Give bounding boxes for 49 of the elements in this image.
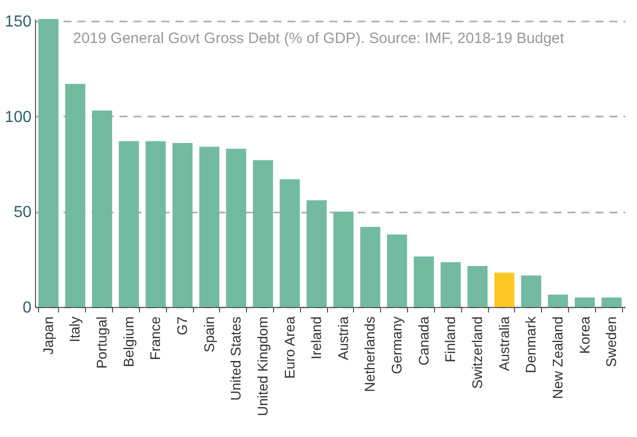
bar — [92, 110, 112, 307]
bar — [252, 160, 274, 307]
x-tick-label: Italy — [66, 316, 83, 342]
bar — [360, 226, 380, 307]
x-tick-label: Euro Area — [281, 316, 298, 379]
x-tick-label: Portugal — [94, 316, 110, 369]
x-tick-label: Canada — [415, 316, 432, 366]
y-tick-label: 0 — [22, 300, 32, 316]
y-tick-label: 100 — [4, 108, 32, 126]
x-tick-label: Korea — [576, 316, 592, 354]
x-tick-label: United States — [228, 316, 244, 401]
x-tick-label: Sweden — [603, 316, 620, 368]
y-tick-label: 50 — [14, 204, 32, 222]
bar — [548, 294, 568, 307]
bar — [521, 276, 542, 307]
x-tick-label: France — [147, 316, 164, 360]
bar — [199, 146, 220, 307]
x-tick-label: Denmark — [522, 316, 539, 374]
bar — [306, 200, 327, 307]
x-tick-label: Finland — [442, 316, 458, 362]
x-tick-label: Germany — [388, 316, 405, 374]
x-tick-label: New Zealand — [549, 316, 566, 399]
bar — [65, 84, 86, 307]
x-tick-label: Australia — [496, 316, 512, 371]
bar — [118, 141, 139, 307]
x-tick-label: Japan — [40, 316, 56, 355]
bar — [440, 262, 461, 307]
bar — [146, 141, 166, 307]
bar — [38, 19, 58, 307]
bar — [386, 234, 408, 307]
x-tick-label: Spain — [200, 316, 217, 352]
bar — [333, 212, 354, 307]
bar — [602, 297, 622, 307]
x-tick-label: G7 — [174, 316, 190, 336]
bar — [414, 256, 434, 307]
bar — [494, 272, 514, 307]
x-tick-label: Switzerland — [469, 316, 485, 389]
y-tick-label: 150 — [4, 13, 32, 30]
x-tick-label: Ireland — [308, 316, 324, 360]
bar — [172, 142, 193, 307]
x-tick-label: Austria — [334, 316, 351, 360]
x-tick-label: Belgium — [120, 316, 136, 368]
bar — [574, 297, 595, 307]
annotation: 2019 General Govt Gross Debt (% of GDP). Source: IMF, 2018-19 Budget — [73, 30, 565, 47]
bar — [226, 148, 246, 307]
x-tick-label: Netherlands — [362, 316, 378, 392]
bar — [280, 179, 300, 307]
x-tick-label: United Kingdom — [254, 316, 270, 416]
bar — [467, 266, 488, 307]
